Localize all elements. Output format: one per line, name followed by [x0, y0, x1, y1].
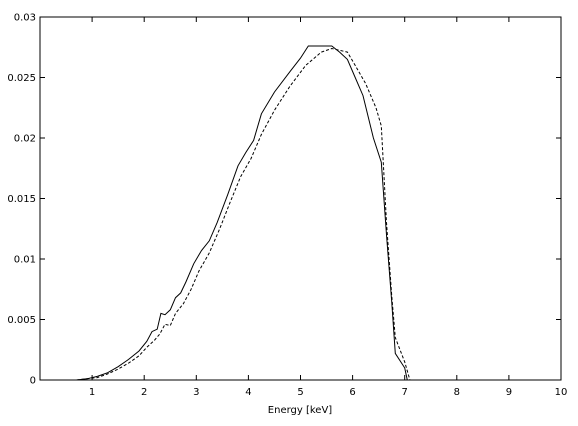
- y-tick-label: 0.01: [14, 255, 36, 266]
- x-tick-label: 4: [245, 387, 251, 398]
- dashed-series-line: [76, 47, 411, 381]
- x-tick-label: 2: [141, 387, 147, 398]
- solid-series-line: [76, 45, 408, 381]
- y-tick-label: 0.025: [7, 73, 36, 84]
- x-tick-label: 9: [506, 387, 512, 398]
- y-tick-label: 0.03: [14, 13, 36, 24]
- x-tick-label: 8: [454, 387, 460, 398]
- x-tick-label: 3: [193, 387, 199, 398]
- y-tick-label: 0: [30, 376, 36, 387]
- y-tick-label: 0.005: [7, 315, 36, 326]
- y-axis-ticks: 0 0.005 0.01 0.015 0.02 0.025 0.03: [7, 13, 561, 387]
- x-tick-label: 6: [349, 387, 355, 398]
- x-tick-label: 7: [402, 387, 408, 398]
- x-axis-ticks: 1 2 3 4 5 6 7 8 9 10: [89, 17, 567, 398]
- x-tick-label: 1: [89, 387, 95, 398]
- y-tick-label: 0.02: [14, 134, 36, 145]
- x-tick-label: 5: [297, 387, 303, 398]
- series-layer: [76, 45, 411, 381]
- x-tick-label: 10: [555, 387, 568, 398]
- y-tick-label: 0.015: [7, 194, 36, 205]
- x-axis-title: Energy [keV]: [268, 405, 333, 416]
